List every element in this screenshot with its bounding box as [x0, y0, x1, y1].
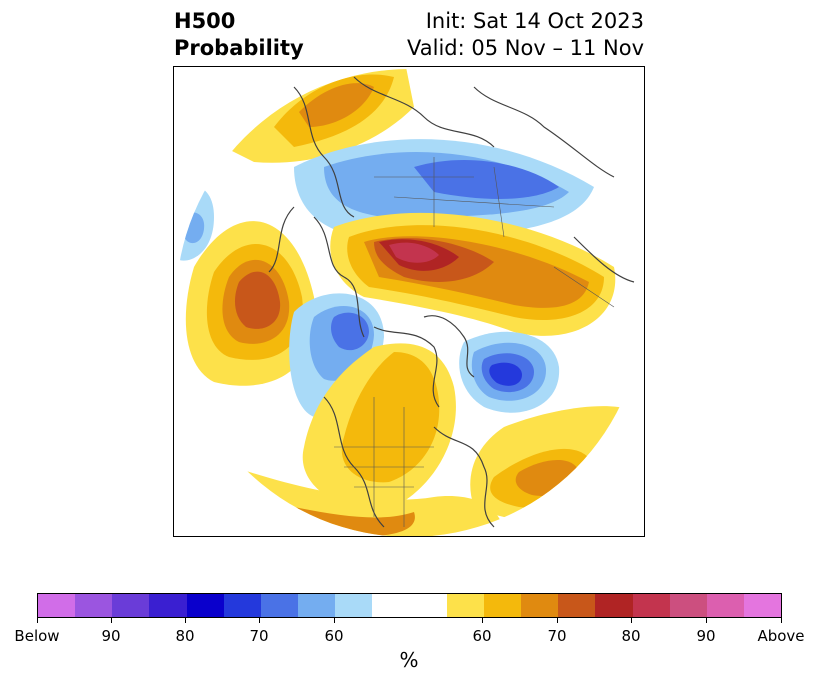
valid-range: Valid: 05 Nov – 11 Nov: [407, 36, 644, 60]
colorbar-segment: [335, 594, 373, 617]
below-area-siberia-core: [414, 159, 559, 199]
init-date: Init: Sat 14 Oct 2023: [425, 9, 644, 33]
colorbar-tick-label: 90: [696, 627, 716, 645]
title-line-1: H500: [174, 9, 236, 33]
colorbar-segment: [260, 594, 299, 617]
colorbar-tick-mark: [706, 618, 707, 623]
above-area-arctic-6: [389, 242, 439, 263]
colorbar-segment: [298, 594, 336, 617]
above-area-atlantic-4: [234, 271, 281, 329]
colorbar-segment: [38, 594, 76, 617]
colorbar-segment: [558, 594, 596, 617]
colorbar-segment: [521, 594, 559, 617]
colorbar-segment: [372, 594, 410, 617]
below-area-pacific-4: [489, 362, 522, 386]
colorbar-segment: [632, 594, 670, 617]
colorbar-segment: [669, 594, 707, 617]
colorbar: [37, 593, 782, 618]
colorbar-tick-mark: [781, 618, 782, 623]
above-area-north-america-2: [341, 352, 440, 483]
colorbar-segment: [706, 594, 744, 617]
colorbar-tick-mark: [185, 618, 186, 623]
polar-map-svg: [176, 69, 644, 536]
colorbar-tick-mark: [557, 618, 558, 623]
colorbar-tick-label: 80: [175, 627, 195, 645]
colorbar-tick-mark: [37, 618, 38, 623]
colorbar-unit: %: [399, 648, 419, 672]
colorbar-segment: [75, 594, 113, 617]
borders: [334, 157, 615, 527]
colorbar-segment: [186, 594, 224, 617]
colorbar-segment: [112, 594, 150, 617]
colorbar-tick-mark: [482, 618, 483, 623]
colorbar-segment: [483, 594, 522, 617]
title-line-2: Probability: [174, 36, 304, 60]
colorbar-segment: [743, 594, 782, 617]
coastlines: [268, 76, 635, 528]
colorbar-segment: [149, 594, 187, 617]
forecast-dates: Init: Sat 14 Oct 2023 Valid: 05 Nov – 11…: [407, 8, 644, 62]
colorbar-segment: [409, 594, 447, 617]
colorbar-tick-label: 70: [547, 627, 567, 645]
colorbar-tick-label: Above: [757, 627, 805, 645]
colorbar-tick-mark: [259, 618, 260, 623]
probability-shading: [176, 69, 644, 536]
colorbar-tick-label: Below: [14, 627, 60, 645]
colorbar-segment: [446, 594, 484, 617]
probability-map: [173, 66, 645, 537]
above-area-scandinavia-inner: [299, 83, 374, 127]
colorbar-tick-label: 70: [249, 627, 269, 645]
colorbar-tick-label: 60: [324, 627, 344, 645]
colorbar-tick-label: 90: [101, 627, 121, 645]
colorbar-tick-mark: [334, 618, 335, 623]
colorbar-tick-mark: [631, 618, 632, 623]
colorbar-segment: [223, 594, 261, 617]
colorbar-tick-label: 80: [621, 627, 641, 645]
colorbar-tick-label: 60: [472, 627, 492, 645]
colorbar-tick-mark: [111, 618, 112, 623]
map-title: H500 Probability: [174, 8, 304, 62]
colorbar-segment: [595, 594, 633, 617]
